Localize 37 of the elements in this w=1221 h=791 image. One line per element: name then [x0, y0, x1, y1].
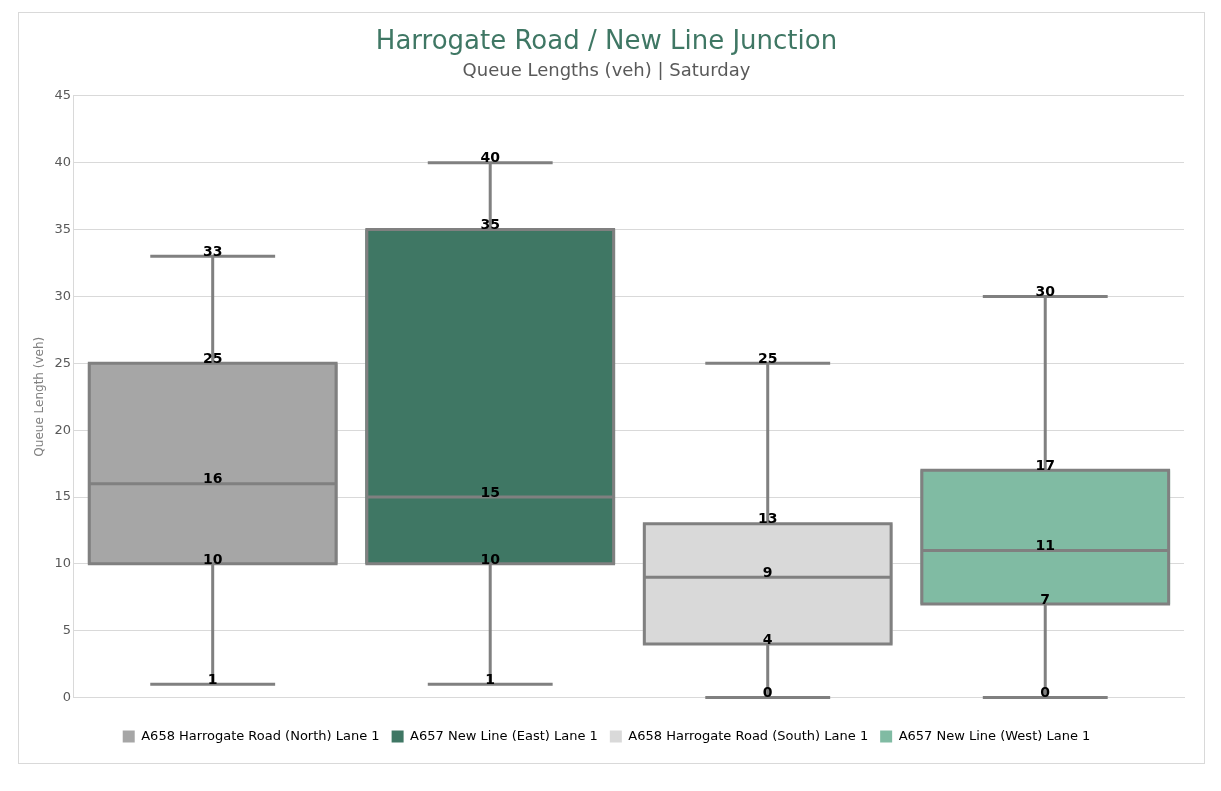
y-tick-label: 25: [54, 354, 71, 370]
y-tick-label: 20: [54, 421, 71, 437]
text: 15: [480, 483, 500, 500]
y-tick-label: 5: [62, 622, 71, 638]
text: 9: [762, 563, 773, 580]
text: 25: [757, 349, 778, 366]
legend-label: A658 Harrogate Road (North) Lane 1: [141, 727, 380, 743]
text: 0: [762, 684, 773, 701]
y-axis-title: Queue Length (veh): [32, 336, 47, 457]
text: 10: [202, 550, 223, 567]
y-tick-label: 45: [54, 87, 71, 103]
chart-title: Harrogate Road / New Line Junction: [375, 25, 838, 56]
text: 17: [1035, 456, 1055, 473]
y-tick-label: 0: [62, 688, 71, 704]
legend-label: A657 New Line (East) Lane 1: [410, 727, 598, 743]
chart-subtitle: Queue Lengths (veh) | Saturday: [462, 58, 751, 80]
y-tick-label: 30: [54, 287, 71, 303]
text: 0: [1040, 684, 1051, 701]
legend-label: A657 New Line (West) Lane 1: [898, 727, 1091, 743]
text: 11: [1035, 537, 1055, 554]
y-tick-label: 40: [54, 154, 71, 170]
text: 4: [762, 630, 773, 647]
text: 30: [1035, 283, 1055, 300]
text: 13: [757, 510, 778, 527]
y-tick-label: 35: [54, 220, 71, 236]
y-tick-label: 15: [54, 488, 71, 504]
text: 35: [480, 216, 500, 233]
text: 40: [480, 149, 500, 166]
text: 10: [480, 550, 500, 567]
text: 16: [202, 470, 223, 487]
text: 25: [202, 349, 223, 366]
legend-label: A658 Harrogate Road (South) Lane 1: [628, 727, 869, 743]
text: 7: [1040, 590, 1051, 607]
text: 1: [485, 670, 496, 687]
y-tick-label: 10: [54, 555, 71, 571]
text: 33: [202, 242, 223, 259]
text: 1: [207, 670, 218, 687]
